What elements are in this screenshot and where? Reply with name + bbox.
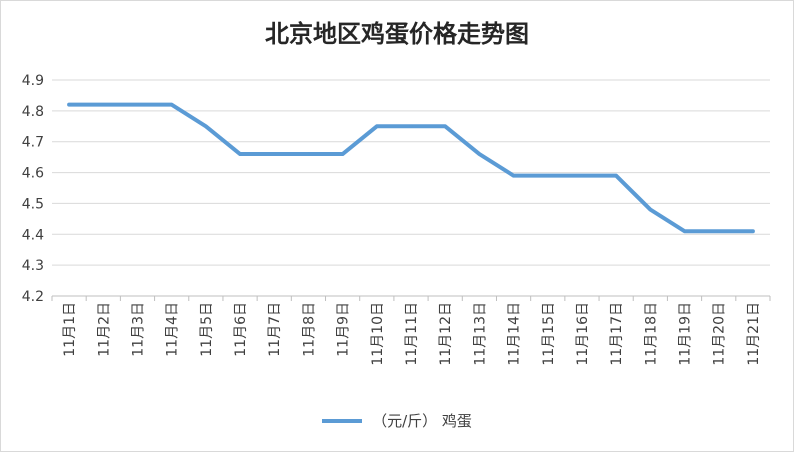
x-tick-label: 11月11日 bbox=[404, 302, 420, 366]
x-tick-label: 11月17日 bbox=[609, 302, 625, 366]
x-tick-label: 11月9日 bbox=[336, 302, 352, 357]
series-line-eggs bbox=[67, 102, 755, 234]
x-tick-label: 11月5日 bbox=[199, 302, 215, 357]
x-tick-label: 11月13日 bbox=[472, 302, 488, 366]
data-point bbox=[614, 174, 618, 178]
legend-swatch bbox=[322, 418, 363, 423]
data-point bbox=[546, 174, 550, 178]
y-tick-label: 4.4 bbox=[22, 227, 44, 243]
x-tick-label: 11月21日 bbox=[746, 302, 762, 366]
data-point bbox=[443, 124, 447, 128]
y-tick-label: 4.5 bbox=[22, 196, 44, 212]
y-tick-label: 4.3 bbox=[22, 258, 44, 274]
x-tick-label: 11月2日 bbox=[96, 302, 112, 357]
data-point bbox=[67, 103, 71, 107]
data-point bbox=[512, 174, 516, 178]
legend: （元/斤） 鸡蛋 bbox=[0, 410, 794, 431]
data-point bbox=[306, 152, 310, 156]
x-tick-label: 11月8日 bbox=[301, 302, 317, 357]
data-point bbox=[204, 124, 208, 128]
legend-label: （元/斤） 鸡蛋 bbox=[372, 412, 472, 430]
y-tick-label: 4.9 bbox=[22, 73, 44, 89]
data-point bbox=[717, 229, 721, 233]
y-tick-label: 4.7 bbox=[22, 135, 44, 151]
data-point bbox=[409, 124, 413, 128]
x-tick-label: 11月15日 bbox=[541, 302, 557, 366]
y-tick-label: 4.8 bbox=[22, 104, 44, 120]
x-tick-label: 11月19日 bbox=[678, 302, 694, 366]
y-tick-label: 4.6 bbox=[22, 166, 44, 182]
data-point bbox=[135, 103, 139, 107]
x-tick-label: 11月14日 bbox=[507, 302, 523, 366]
data-point bbox=[683, 229, 687, 233]
data-point bbox=[375, 124, 379, 128]
data-point bbox=[238, 152, 242, 156]
x-tick-label: 11月18日 bbox=[643, 302, 659, 366]
x-tick-label: 11月7日 bbox=[267, 302, 283, 357]
x-tick-label: 11月1日 bbox=[62, 302, 78, 357]
x-tick-label: 11月4日 bbox=[165, 302, 181, 357]
data-point bbox=[341, 152, 345, 156]
data-point bbox=[170, 103, 174, 107]
x-tick-label: 11月20日 bbox=[712, 302, 728, 366]
chart-title: 北京地区鸡蛋价格走势图 bbox=[265, 19, 529, 48]
x-tick-label: 11月6日 bbox=[233, 302, 249, 357]
x-tick-label: 11月3日 bbox=[130, 302, 146, 357]
data-point bbox=[580, 174, 584, 178]
data-point bbox=[101, 103, 105, 107]
y-tick-label: 4.2 bbox=[22, 289, 44, 305]
data-point bbox=[272, 152, 276, 156]
data-point bbox=[477, 152, 481, 156]
x-tick-label: 11月10日 bbox=[370, 302, 386, 366]
x-tick-label: 11月12日 bbox=[438, 302, 454, 366]
data-point bbox=[648, 208, 652, 212]
data-point bbox=[751, 229, 755, 233]
x-tick-label: 11月16日 bbox=[575, 302, 591, 366]
